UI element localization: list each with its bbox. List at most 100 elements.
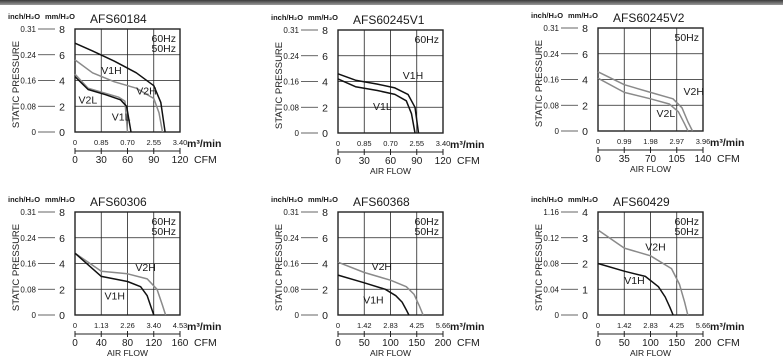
x-tick-cfm: 0: [72, 155, 78, 166]
series-label: V2H: [645, 242, 665, 254]
y-axis-label: STATIC PRESSURE: [534, 224, 545, 311]
legend-entry: 50Hz: [414, 226, 439, 238]
x-unit-m3: m³/min: [710, 321, 744, 333]
x-tick-cfm: 100: [642, 338, 659, 349]
x-tick-m3: 1.42: [617, 321, 632, 330]
unit-mm-label: mm/H₂O: [45, 12, 75, 21]
y-tick-mm: 1: [582, 284, 588, 296]
x-tick-m3: 3.96: [696, 137, 711, 146]
x-tick-m3: 2.26: [120, 321, 135, 330]
unit-mm-label: mm/H₂O: [568, 11, 598, 20]
chart-title: AFS60306: [90, 195, 147, 209]
series-label: V2H: [372, 261, 392, 273]
series-label: V1H: [101, 65, 121, 77]
y-tick-mm: 4: [322, 259, 328, 271]
chart-title: AFS60245V1: [353, 13, 425, 27]
legend-entry: 60Hz: [414, 216, 439, 228]
legend-entry: 60Hz: [674, 216, 699, 228]
x-tick-cfm: 105: [668, 154, 685, 165]
x-axis-label: AIR FLOW: [630, 348, 671, 358]
x-tick-m3: 0: [73, 138, 77, 147]
x-unit-m3: m³/min: [187, 138, 221, 150]
series-line-v2l: [74, 73, 129, 133]
y-tick-inch: 1.16: [543, 208, 559, 217]
x-tick-m3: 0.85: [357, 139, 372, 148]
x-tick-m3: 1.13: [94, 321, 109, 330]
y-tick-inch: 0.31: [283, 26, 299, 35]
x-tick-cfm: 60: [385, 156, 397, 167]
x-tick-m3: 3.40: [173, 138, 188, 147]
y-tick-mm: 2: [582, 100, 588, 112]
x-tick-cfm: 50: [619, 338, 631, 349]
y-tick-mm: 0: [582, 126, 588, 138]
y-tick-inch: 0.08: [543, 101, 559, 110]
legend-entry: 50Hz: [674, 32, 699, 44]
y-tick-mm: 4: [582, 75, 588, 87]
y-tick-inch: 0: [295, 129, 300, 138]
x-tick-m3: 4.25: [669, 321, 684, 330]
x-tick-cfm: 200: [695, 338, 712, 349]
y-tick-inch: 0: [555, 127, 560, 136]
y-tick-mm: 2: [59, 101, 65, 113]
y-tick-mm: 6: [322, 51, 328, 63]
y-tick-inch: 0.24: [20, 51, 36, 60]
unit-inch-label: inch/H₂O: [271, 13, 303, 22]
unit-inch-label: inch/H₂O: [8, 12, 40, 21]
y-tick-inch: 0.24: [20, 234, 36, 243]
x-tick-cfm: 90: [148, 155, 160, 166]
legend-entry: 60Hz: [151, 33, 176, 45]
x-tick-cfm: 120: [435, 156, 452, 167]
unit-mm-label: mm/H₂O: [45, 195, 75, 204]
series-label: V2L: [657, 108, 676, 120]
chart-panel-4: inch/H₂O mm/H₂O AFS60306 STATIC PRESSURE 0.3…: [8, 195, 221, 358]
y-tick-inch: 0.08: [20, 102, 36, 111]
y-tick-inch: 0.04: [543, 285, 559, 294]
y-tick-inch: 0.24: [283, 234, 299, 243]
x-tick-m3: 3.40: [146, 321, 161, 330]
x-tick-cfm: 0: [595, 338, 601, 349]
x-tick-m3: 3.40: [436, 139, 451, 148]
series-label: V1H: [105, 291, 125, 303]
x-tick-m3: 0: [336, 139, 340, 148]
y-tick-mm: 6: [59, 50, 65, 62]
y-tick-mm: 6: [322, 233, 328, 245]
series-line-v2h: [337, 261, 424, 316]
y-tick-mm: 4: [59, 76, 65, 88]
x-tick-cfm: 160: [172, 338, 189, 349]
y-tick-mm: 4: [59, 259, 65, 271]
x-tick-m3: 0.70: [120, 138, 135, 147]
series-line-v2h: [597, 71, 694, 132]
y-tick-inch: 0.16: [543, 76, 559, 85]
x-tick-m3: 0.85: [94, 138, 109, 147]
y-tick-mm: 0: [59, 310, 65, 322]
x-tick-cfm: 0: [335, 338, 341, 349]
x-tick-m3: 4.53: [173, 321, 188, 330]
plot-frame: [74, 211, 181, 316]
plot-frame: [337, 29, 444, 134]
x-unit-cfm: CFM: [194, 337, 217, 349]
x-unit-cfm: CFM: [717, 153, 740, 165]
y-tick-inch: 0: [32, 311, 37, 320]
y-axis-label: STATIC PRESSURE: [11, 41, 22, 128]
chart-title: AFS60245V2: [613, 11, 685, 25]
x-axis-label: AIR FLOW: [107, 348, 148, 358]
x-tick-m3: 2.55: [146, 138, 161, 147]
chart-title: AFS60429: [613, 195, 670, 209]
y-tick-inch: 0.31: [283, 208, 299, 217]
series-line-v2l: [597, 77, 689, 132]
y-tick-inch: 0.08: [20, 285, 36, 294]
chart-panel-5: inch/H₂O mm/H₂O AFS60368 STATIC PRESSURE 0.3…: [271, 195, 484, 358]
x-tick-m3: 5.66: [696, 321, 711, 330]
y-tick-inch: 0.08: [283, 103, 299, 112]
plot-frame: [597, 27, 704, 132]
x-axis-label: AIR FLOW: [630, 164, 671, 174]
series-label: V2H: [684, 86, 704, 98]
x-tick-cfm: 150: [408, 338, 425, 349]
y-tick-mm: 3: [582, 233, 588, 245]
y-tick-mm: 2: [322, 102, 328, 114]
x-tick-cfm: 120: [172, 155, 189, 166]
y-tick-mm: 2: [322, 284, 328, 296]
chart-panel-6: inch/H₂O mm/H₂O AFS60429 STATIC PRESSURE 1.1…: [531, 195, 744, 358]
x-tick-cfm: 0: [335, 156, 341, 167]
x-tick-m3: 0: [596, 137, 600, 146]
